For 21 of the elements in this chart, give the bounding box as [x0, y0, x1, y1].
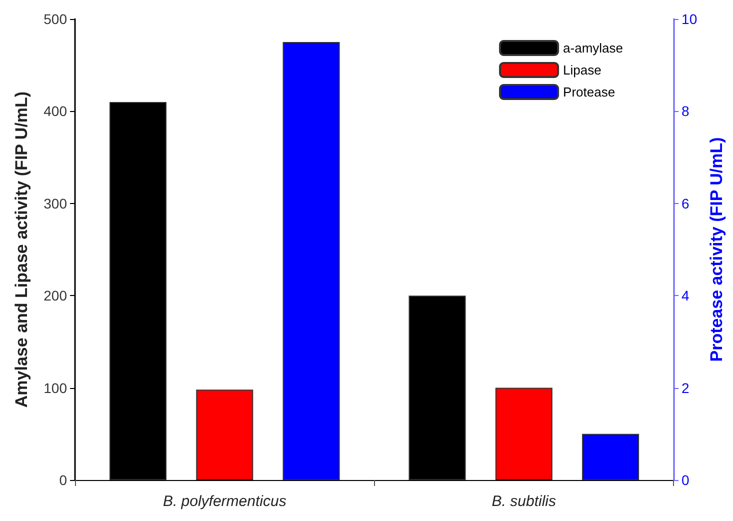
- x-tick-label: B. subtilis: [492, 493, 556, 510]
- x-tick-label: B. polyfermenticus: [162, 493, 287, 510]
- y-tick-label: 0: [59, 472, 68, 488]
- y2-tick-label: 6: [682, 195, 690, 212]
- y2-tick-label: 2: [682, 380, 690, 396]
- y2-tick-label: 8: [682, 103, 690, 120]
- y-tick-label: 100: [44, 380, 68, 396]
- y-tick-label: 200: [44, 288, 68, 304]
- y2-tick-label: 0: [682, 472, 690, 488]
- y-axis-title: Amylase and Lipase activity (FIP U/mL): [12, 91, 31, 408]
- y2-tick-label: 4: [682, 288, 690, 304]
- legend-label: Protease: [563, 84, 616, 100]
- bar: [196, 390, 254, 480]
- y2-axis-title: Protease activity (FIP U/mL): [707, 137, 726, 362]
- legend-label: a-amylase: [563, 40, 623, 56]
- y-tick-label: 500: [44, 11, 68, 27]
- legend-label: Lipase: [563, 62, 602, 78]
- bar: [495, 388, 552, 480]
- y-tick-label: 400: [44, 103, 68, 120]
- y2-tick-label: 10: [682, 11, 698, 27]
- y-tick-label: 300: [44, 195, 68, 212]
